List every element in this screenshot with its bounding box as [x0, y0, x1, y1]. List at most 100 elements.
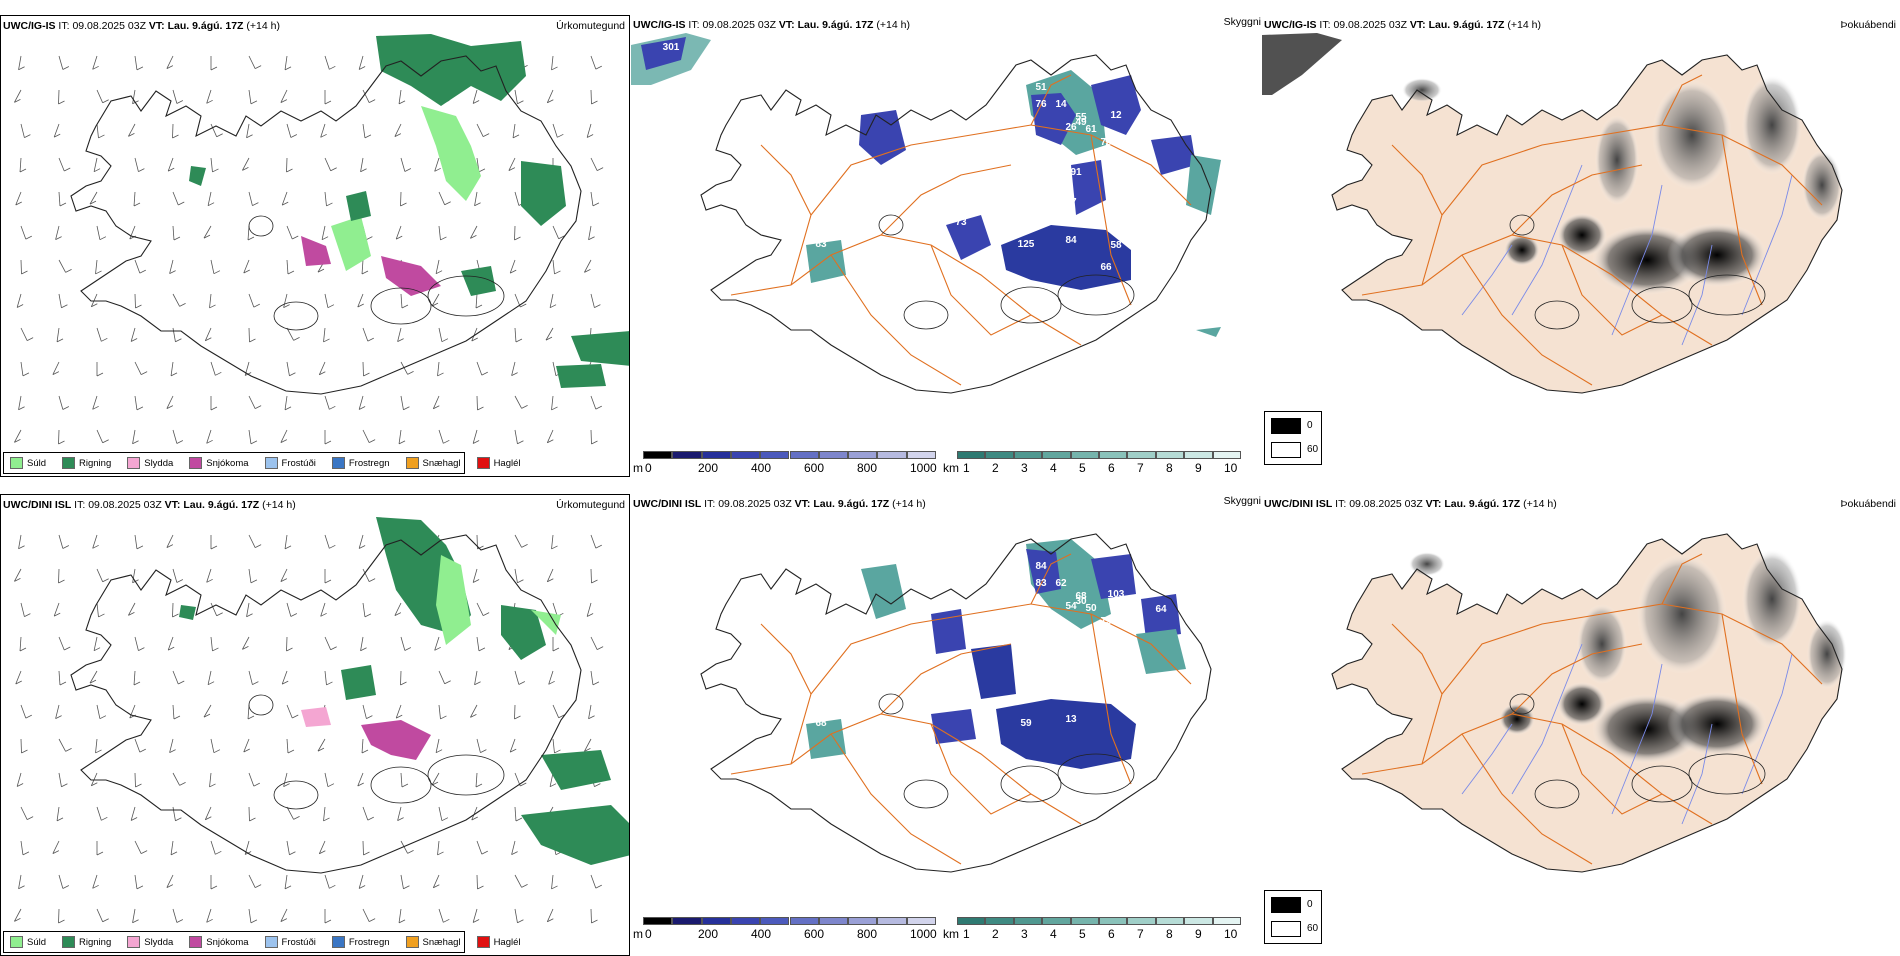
visibility-value-label: 61: [1085, 124, 1097, 135]
visibility-value-label: 84: [1065, 235, 1077, 246]
visibility-value-label: 54: [1065, 601, 1077, 612]
colorbar-tick: 1: [963, 461, 970, 475]
legend-item: Haglél: [477, 457, 521, 469]
colorbar-tick: 400: [751, 461, 771, 475]
visibility-value-label: 56: [1065, 676, 1077, 687]
legend-label: Snæhagl: [423, 937, 461, 948]
colorbar-swatch: [1156, 451, 1184, 459]
visibility-value-label: 13: [1065, 714, 1077, 725]
colorbar-swatch: [672, 451, 701, 459]
colorbar-swatch: [1071, 451, 1099, 459]
legend-swatch: [10, 936, 23, 948]
colorbar-swatch: [1099, 917, 1127, 925]
colorbar-tick: 8: [1166, 461, 1173, 475]
colorbar-tick: 5: [1079, 461, 1086, 475]
visibility-value-label: 46: [1155, 125, 1167, 136]
visibility-value-label: 125: [1018, 239, 1035, 250]
visibility-value-label: 78: [1100, 137, 1112, 148]
colorbar-swatch: [877, 451, 906, 459]
visibility-value-label: 58: [1110, 240, 1122, 251]
visibility-value-label: 76: [1035, 99, 1047, 110]
colorbar-swatch: [848, 451, 877, 459]
legend-item: Snæhagl: [406, 457, 461, 469]
visibility-value-label: 64: [1155, 604, 1167, 615]
colorbar-swatch: [1042, 451, 1070, 459]
colorbar-tick: 800: [857, 927, 877, 941]
colorbar-swatch: [760, 917, 789, 925]
colorbar-swatch: [957, 451, 985, 459]
visibility-value-label: 69: [955, 696, 967, 707]
panel-title: UWC/DINI ISL IT: 09.08.2025 03Z VT: Lau.…: [633, 498, 926, 510]
legend-label: Rigning: [79, 458, 111, 469]
visibility-value-label: 65: [665, 521, 677, 532]
legend-label: Snjókoma: [206, 458, 248, 469]
colorbar-unit: m: [633, 927, 643, 941]
fog-legend-swatch: [1271, 897, 1301, 913]
legend-item: Haglél: [477, 936, 521, 948]
colorbar-swatch: [1213, 917, 1241, 925]
colorbar-swatch: [731, 917, 760, 925]
variable-name: Úrkomutegund: [556, 499, 625, 511]
legend-swatch: [10, 457, 23, 469]
legend-item: Frostregn: [332, 936, 390, 948]
legend-item: Súld: [10, 457, 46, 469]
visibility-value-label: 55: [1045, 631, 1057, 642]
legend-item: Slydda: [127, 457, 173, 469]
visibility-value-label: 301: [663, 42, 680, 53]
colorbar-tick: 400: [751, 927, 771, 941]
visibility-value-label: 30: [1075, 596, 1087, 607]
colorbar-swatch: [1184, 451, 1212, 459]
legend-swatch: [127, 936, 140, 948]
visibility-value-label: 62: [1055, 578, 1067, 589]
legend-label: Rigning: [79, 937, 111, 948]
colorbar-tick: 2: [992, 927, 999, 941]
visibility-value-label: 14: [1055, 99, 1067, 110]
fog-legend-swatch: [1271, 442, 1301, 458]
colorbar-tick: 9: [1195, 461, 1202, 475]
visibility-value-label: 68: [815, 718, 827, 729]
colorbar-swatch: [1156, 917, 1184, 925]
legend-label: Snæhagl: [423, 458, 461, 469]
legend-label: Frostúði: [282, 937, 316, 948]
legend-label: Súld: [27, 458, 46, 469]
visibility-value-label: 59: [1020, 718, 1032, 729]
legend-swatch: [332, 457, 345, 469]
legend-swatch: [189, 936, 202, 948]
colorbar-unit: km: [943, 461, 959, 475]
legend-swatch: [406, 457, 419, 469]
legend-swatch: [62, 457, 75, 469]
colorbar-swatch: [643, 451, 672, 459]
colorbar-tick: 3: [1021, 461, 1028, 475]
visibility-value-label: 12: [1110, 110, 1122, 121]
legend-item: Snæhagl: [406, 936, 461, 948]
colorbar-unit: km: [943, 927, 959, 941]
visibility-value-label: 64: [1130, 142, 1142, 153]
fog-legend-label: 60: [1307, 923, 1318, 934]
visibility-value-label: 50: [1085, 603, 1097, 614]
legend-swatch: [265, 457, 278, 469]
legend-swatch: [189, 457, 202, 469]
panel-title: UWC/IG-IS IT: 09.08.2025 03Z VT: Lau. 9.…: [3, 20, 280, 32]
visibility-value-label: 73: [1100, 616, 1112, 627]
visibility-value-label: 103: [1108, 589, 1125, 600]
legend-swatch: [62, 936, 75, 948]
legend-label: Frostregn: [349, 937, 390, 948]
colorbar-swatch: [1184, 917, 1212, 925]
colorbar-swatch: [985, 451, 1013, 459]
legend-label: Slydda: [144, 937, 173, 948]
colorbar-tick: 0: [645, 927, 652, 941]
colorbar-swatch: [877, 917, 906, 925]
precip-map-igis: [1, 16, 630, 477]
colorbar-tick: 2: [992, 461, 999, 475]
visibility-value-label: 83: [815, 239, 827, 250]
iceland-coast: [71, 535, 581, 873]
colorbar-swatch: [643, 917, 672, 925]
fog-legend-swatch: [1271, 921, 1301, 937]
fog-map-igis: [1262, 15, 1892, 477]
